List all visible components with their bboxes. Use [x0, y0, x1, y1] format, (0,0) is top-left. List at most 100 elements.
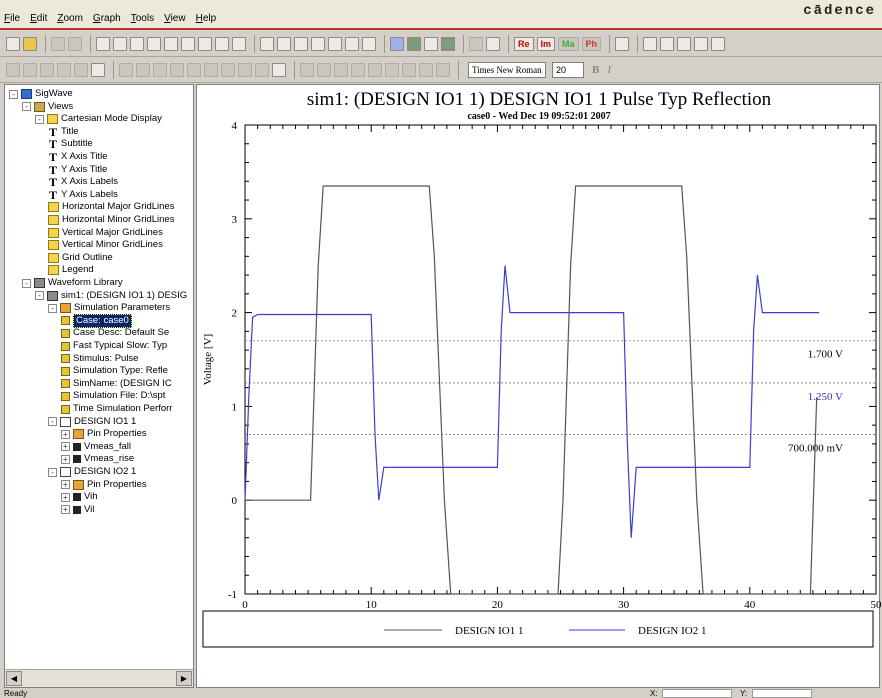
- marker-style-8-icon[interactable]: [419, 62, 433, 77]
- tree-item[interactable]: T Title: [48, 126, 79, 138]
- tree-item[interactable]: Legend: [48, 264, 94, 276]
- paste-icon[interactable]: [68, 36, 82, 51]
- scroll-left-icon[interactable]: ◀: [6, 671, 22, 686]
- marker-style-3-icon[interactable]: [334, 62, 348, 77]
- marker-icon[interactable]: [260, 36, 274, 51]
- scroll-right-icon[interactable]: ▶: [176, 671, 192, 686]
- pan-icon[interactable]: [232, 36, 246, 51]
- text-tool-icon[interactable]: [362, 36, 376, 51]
- draw-z-icon[interactable]: [694, 36, 709, 51]
- help-icon[interactable]: [486, 36, 500, 51]
- tree-item[interactable]: Horizontal Minor GridLines: [48, 214, 174, 226]
- tree-item[interactable]: + Vil: [61, 504, 94, 516]
- format-3-icon[interactable]: [40, 62, 54, 77]
- slope-icon[interactable]: [328, 36, 342, 51]
- marker-style-2-icon[interactable]: [317, 62, 331, 77]
- tree-item[interactable]: Vertical Major GridLines: [48, 227, 163, 239]
- tree-item[interactable]: + Vmeas_fall: [61, 441, 131, 453]
- open-folder-icon[interactable]: [23, 36, 37, 51]
- eye-diagram-icon[interactable]: [441, 36, 455, 51]
- font-size-select[interactable]: 20: [552, 61, 584, 78]
- expand-icon[interactable]: +: [61, 429, 70, 439]
- menu-help[interactable]: Help: [195, 13, 217, 24]
- cartesian-view-icon[interactable]: [390, 36, 404, 51]
- marker-style-5-icon[interactable]: [368, 62, 382, 77]
- crosshair-icon[interactable]: [311, 36, 325, 51]
- zoom-fit-icon[interactable]: [164, 36, 178, 51]
- tree-item[interactable]: - Waveform Library: [22, 277, 123, 289]
- format-5-icon[interactable]: [74, 62, 88, 77]
- tree-horizontal-scrollbar[interactable]: ◀ ▶: [5, 669, 193, 687]
- menu-edit[interactable]: Edit: [30, 13, 48, 24]
- grid-icon[interactable]: [407, 36, 421, 51]
- format-2-icon[interactable]: [23, 62, 37, 77]
- magnitude-icon[interactable]: Ma: [558, 36, 579, 51]
- measure-v-icon[interactable]: [294, 36, 308, 51]
- menu-graph[interactable]: Graph: [92, 13, 121, 24]
- draw-triangle-icon[interactable]: [660, 36, 675, 51]
- menu-view[interactable]: View: [164, 13, 186, 24]
- new-file-icon[interactable]: [6, 36, 20, 51]
- marker-style-6-icon[interactable]: [385, 62, 399, 77]
- menu-zoom[interactable]: Zoom: [57, 13, 83, 24]
- collapse-icon[interactable]: -: [35, 291, 44, 301]
- imaginary-icon[interactable]: Im: [536, 36, 556, 51]
- expand-icon[interactable]: +: [61, 454, 70, 464]
- copy-icon[interactable]: [51, 36, 65, 51]
- line-style-4-icon[interactable]: [170, 62, 184, 77]
- tree-item[interactable]: Stimulus: Pulse: [61, 353, 138, 365]
- tree-item[interactable]: T Subtitle: [48, 138, 93, 150]
- format-6-icon[interactable]: [91, 62, 105, 77]
- zoom-out-icon[interactable]: [113, 36, 127, 51]
- tree-item[interactable]: Case: case0: [61, 313, 132, 328]
- tree-item[interactable]: - Views: [22, 101, 73, 113]
- tree-item[interactable]: Fast Typical Slow: Typ: [61, 340, 167, 352]
- tree-item[interactable]: - DESIGN IO1 1: [48, 416, 136, 428]
- line-style-1-icon[interactable]: [119, 62, 133, 77]
- marker-style-9-icon[interactable]: [436, 62, 450, 77]
- print-icon[interactable]: [469, 36, 483, 51]
- tree-item[interactable]: - Cartesian Mode Display: [35, 113, 162, 125]
- line-style-2-icon[interactable]: [136, 62, 150, 77]
- line-style-9-icon[interactable]: [255, 62, 269, 77]
- tree-item[interactable]: Time Simulation Perforr: [61, 403, 172, 415]
- slope2-icon[interactable]: [345, 36, 359, 51]
- pin-icon[interactable]: [615, 36, 630, 51]
- zoom-y-icon[interactable]: [147, 36, 161, 51]
- tree-item[interactable]: - Simulation Parameters: [48, 302, 170, 314]
- zoom-next-icon[interactable]: [215, 36, 229, 51]
- expand-icon[interactable]: +: [61, 492, 70, 502]
- draw-line-icon[interactable]: [643, 36, 658, 51]
- zoom-in-icon[interactable]: [96, 36, 110, 51]
- expand-icon[interactable]: +: [61, 480, 70, 490]
- phase-icon[interactable]: Ph: [581, 36, 602, 51]
- tree-item[interactable]: T X Axis Labels: [48, 176, 118, 188]
- tree-item[interactable]: - DESIGN IO2 1: [48, 466, 136, 478]
- line-style-10-icon[interactable]: [272, 62, 286, 77]
- line-style-3-icon[interactable]: [153, 62, 167, 77]
- menu-tools[interactable]: Tools: [130, 13, 155, 24]
- tree-item[interactable]: Simulation File: D:\spt: [61, 390, 165, 402]
- tree-item[interactable]: T Y Axis Labels: [48, 189, 118, 201]
- menu-file[interactable]: File: [4, 13, 21, 24]
- format-1-icon[interactable]: [6, 62, 20, 77]
- draw-polygon-icon[interactable]: [711, 36, 726, 51]
- line-style-7-icon[interactable]: [221, 62, 235, 77]
- bold-button[interactable]: B: [592, 63, 600, 76]
- waveform-tree[interactable]: - SigWave - Views - Cartesian Mode Display T Ti…: [5, 85, 193, 669]
- marker-style-4-icon[interactable]: [351, 62, 365, 77]
- tree-item[interactable]: T X Axis Title: [48, 151, 107, 163]
- expand-icon[interactable]: +: [61, 442, 70, 452]
- collapse-icon[interactable]: -: [22, 102, 31, 112]
- marker-style-7-icon[interactable]: [402, 62, 416, 77]
- tree-item[interactable]: Vertical Minor GridLines: [48, 239, 163, 251]
- tree-item[interactable]: + Vmeas_rise: [61, 453, 134, 465]
- line-style-5-icon[interactable]: [187, 62, 201, 77]
- waveform-chart[interactable]: sim1: (DESIGN IO1 1) DESIGN IO1 1 Pulse …: [197, 85, 882, 689]
- line-style-8-icon[interactable]: [238, 62, 252, 77]
- collapse-icon[interactable]: -: [35, 114, 44, 124]
- collapse-icon[interactable]: -: [9, 89, 18, 99]
- tree-item[interactable]: Simulation Type: Refle: [61, 365, 168, 377]
- collapse-icon[interactable]: -: [22, 278, 31, 288]
- tree-item[interactable]: Grid Outline: [48, 252, 113, 264]
